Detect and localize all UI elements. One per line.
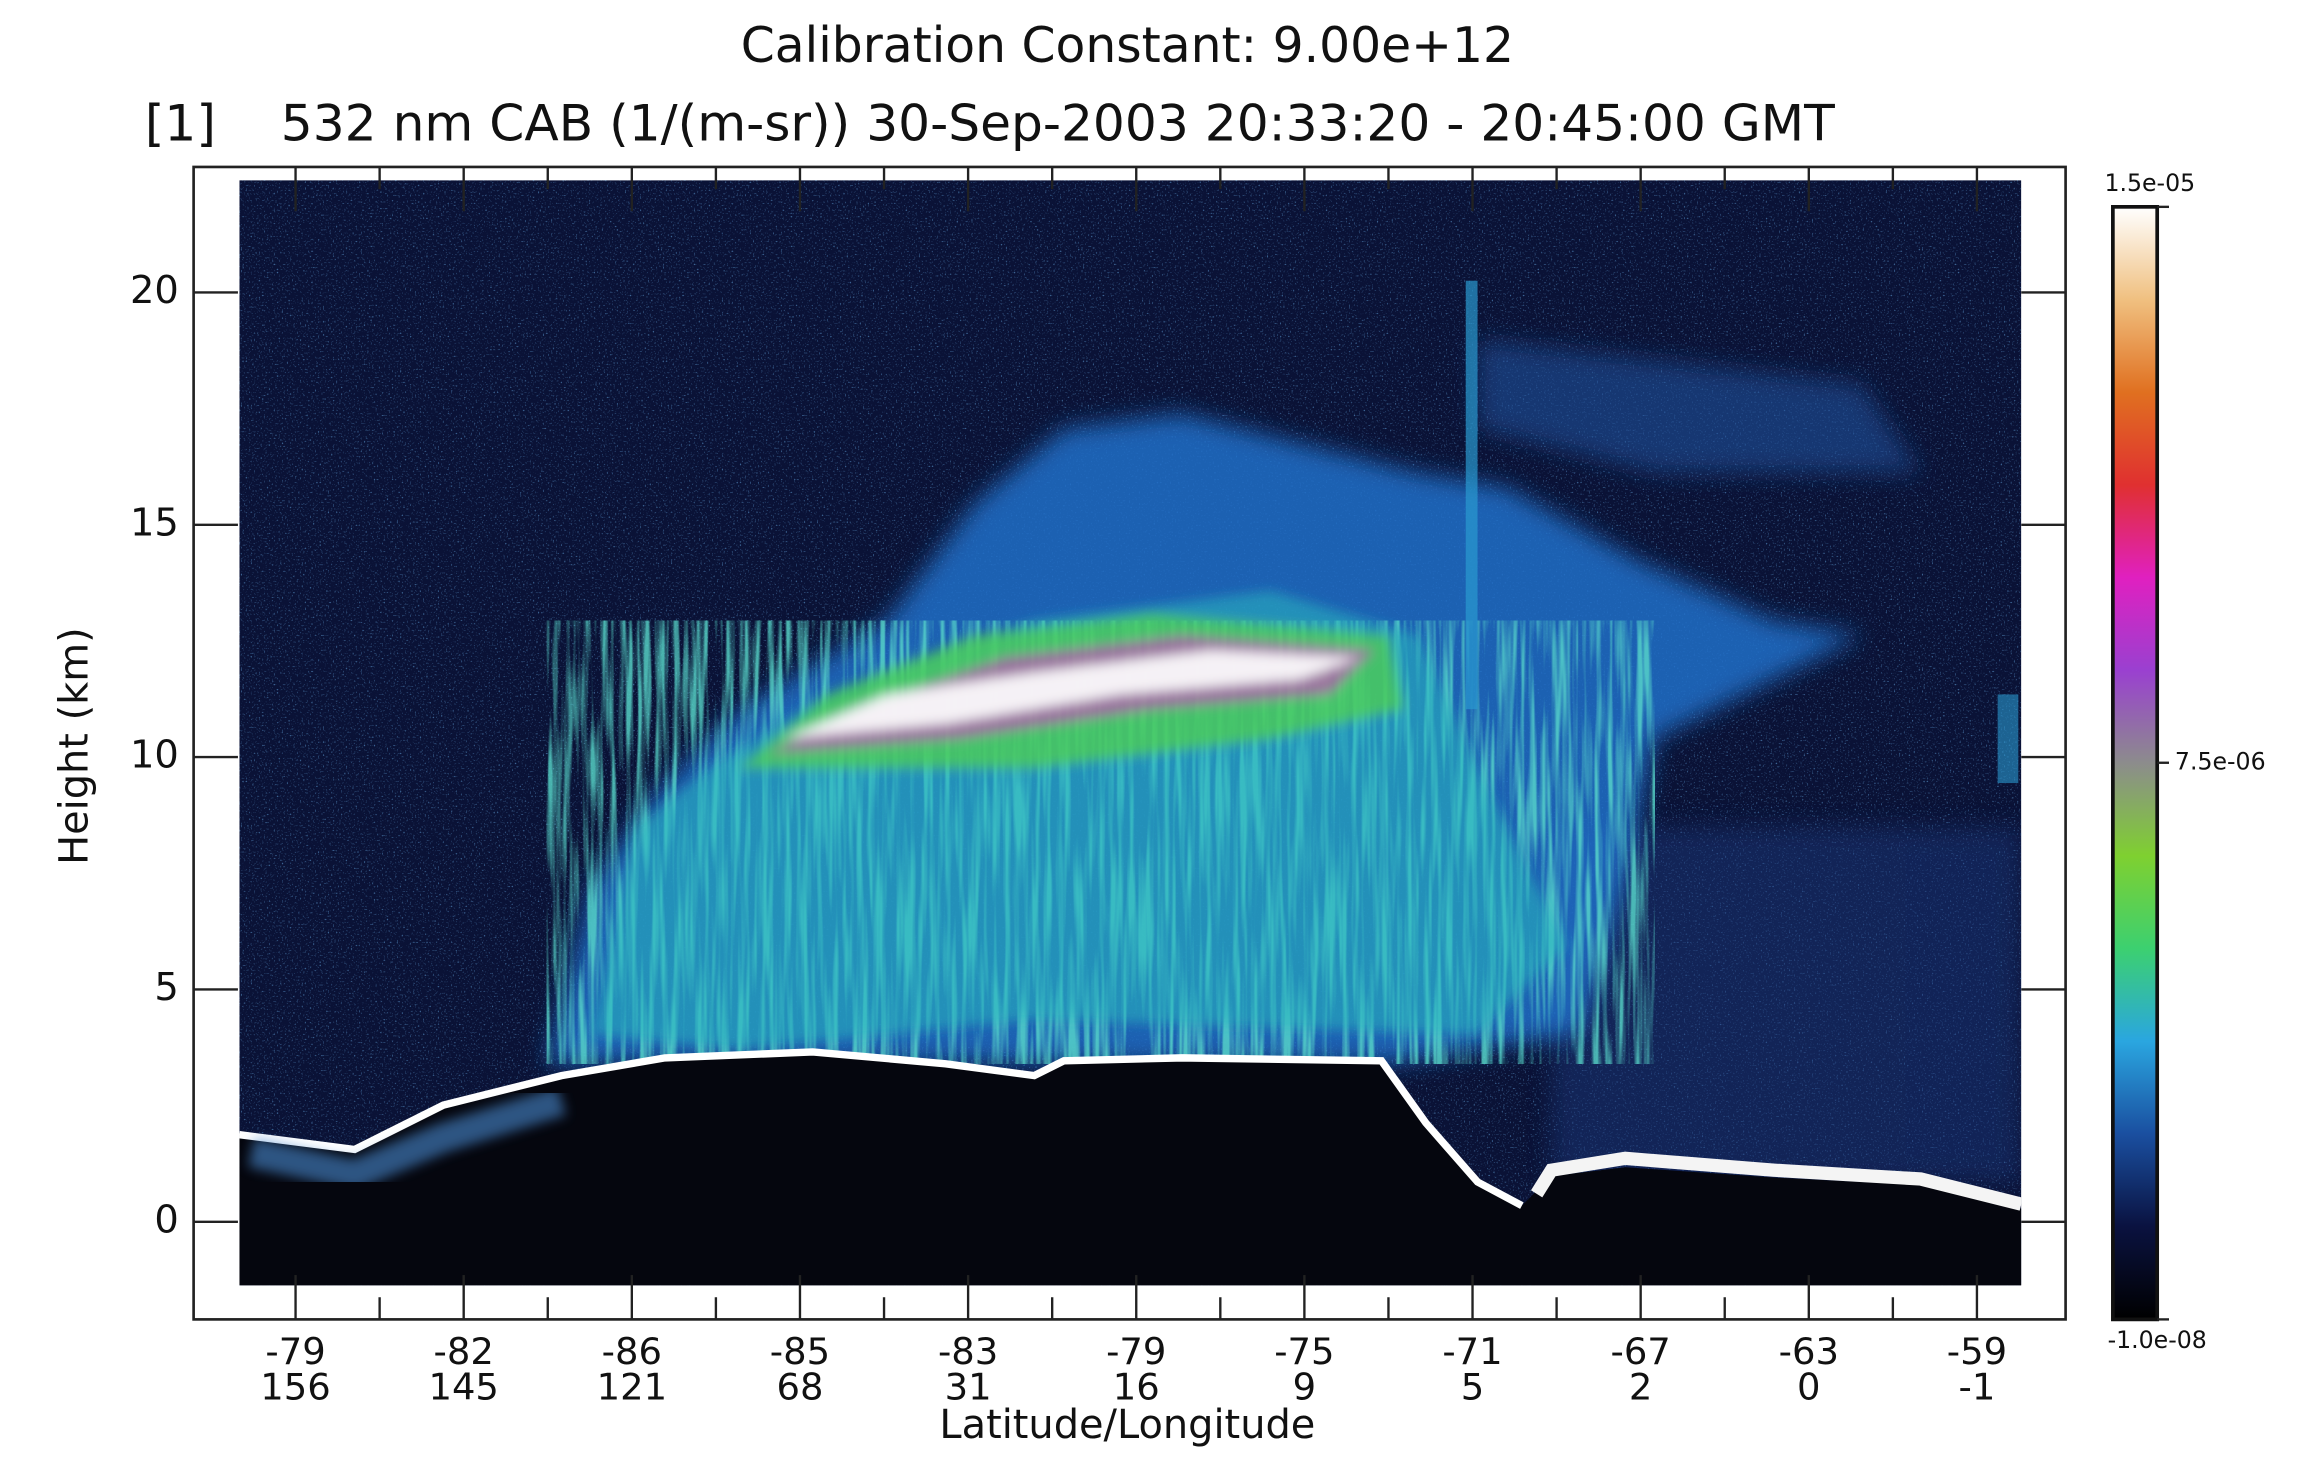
- x-tick-longitude: 16: [1113, 1365, 1160, 1408]
- x-tick-longitude: 31: [945, 1365, 992, 1408]
- x-tick-longitude: 156: [260, 1365, 330, 1408]
- y-tick-label: 15: [130, 500, 179, 545]
- colorbar-tick-label: 1.5e-05: [2104, 169, 2195, 197]
- x-tick-longitude: 5: [1461, 1365, 1485, 1408]
- x-tick-longitude: 2: [1629, 1365, 1653, 1408]
- x-tick-longitude: 9: [1293, 1365, 1317, 1408]
- chart-title: Calibration Constant: 9.00e+12: [741, 18, 1514, 74]
- x-tick-longitude: 0: [1797, 1365, 1821, 1408]
- backscatter-image: [239, 180, 2021, 1285]
- colorbar-tick-label: -1.0e-08: [2108, 1326, 2207, 1354]
- page: Calibration Constant: 9.00e+12 [1] 532 n…: [0, 0, 2305, 1480]
- colorbar: [2113, 207, 2157, 1320]
- x-tick-longitude: 68: [776, 1365, 823, 1408]
- chart: Calibration Constant: 9.00e+12 [1] 532 n…: [0, 0, 2305, 1480]
- colorbar-tick-label: 7.5e-06: [2175, 747, 2266, 775]
- y-tick-label: 20: [130, 268, 179, 313]
- x-tick-longitude: -1: [1959, 1365, 1996, 1408]
- y-axis-label: Height (km): [51, 627, 97, 865]
- x-axis-label: Latitude/Longitude: [939, 1402, 1315, 1448]
- panel-label: [1]: [145, 94, 216, 153]
- chart-subtitle: 532 nm CAB (1/(m-sr)) 30-Sep-2003 20:33:…: [281, 94, 1835, 153]
- y-tick-label: 10: [130, 733, 179, 778]
- y-tick-label: 0: [154, 1197, 178, 1242]
- x-tick-longitude: 145: [428, 1365, 498, 1408]
- x-tick-longitude: 121: [597, 1365, 667, 1408]
- y-tick-label: 5: [154, 965, 178, 1010]
